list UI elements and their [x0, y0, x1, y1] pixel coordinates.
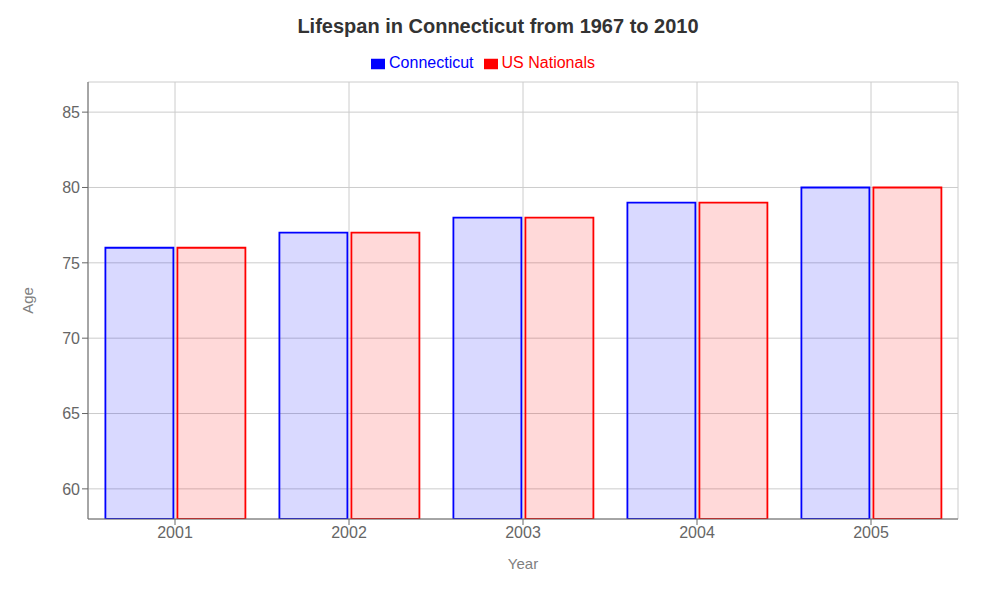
svg-text:75: 75 [62, 255, 80, 272]
svg-text:2001: 2001 [157, 524, 193, 541]
html-text:Lifespan in Connecticut from 1: Lifespan in Connecticut from 1967 to 201… [297, 15, 699, 37]
svg-text:70: 70 [62, 330, 80, 347]
svg-text:60: 60 [62, 481, 80, 498]
svg-text:2002: 2002 [331, 524, 367, 541]
svg-text:Year: Year [508, 555, 538, 572]
svg-text:65: 65 [62, 405, 80, 422]
svg-text:2005: 2005 [853, 524, 889, 541]
svg-text:85: 85 [62, 104, 80, 121]
html-text:Connecticut: Connecticut [389, 54, 474, 71]
svg-text:2003: 2003 [505, 524, 541, 541]
svg-text:80: 80 [62, 179, 80, 196]
html-text:US Nationals: US Nationals [501, 54, 595, 71]
svg-text:Age: Age [19, 287, 36, 314]
svg-text:2004: 2004 [679, 524, 715, 541]
